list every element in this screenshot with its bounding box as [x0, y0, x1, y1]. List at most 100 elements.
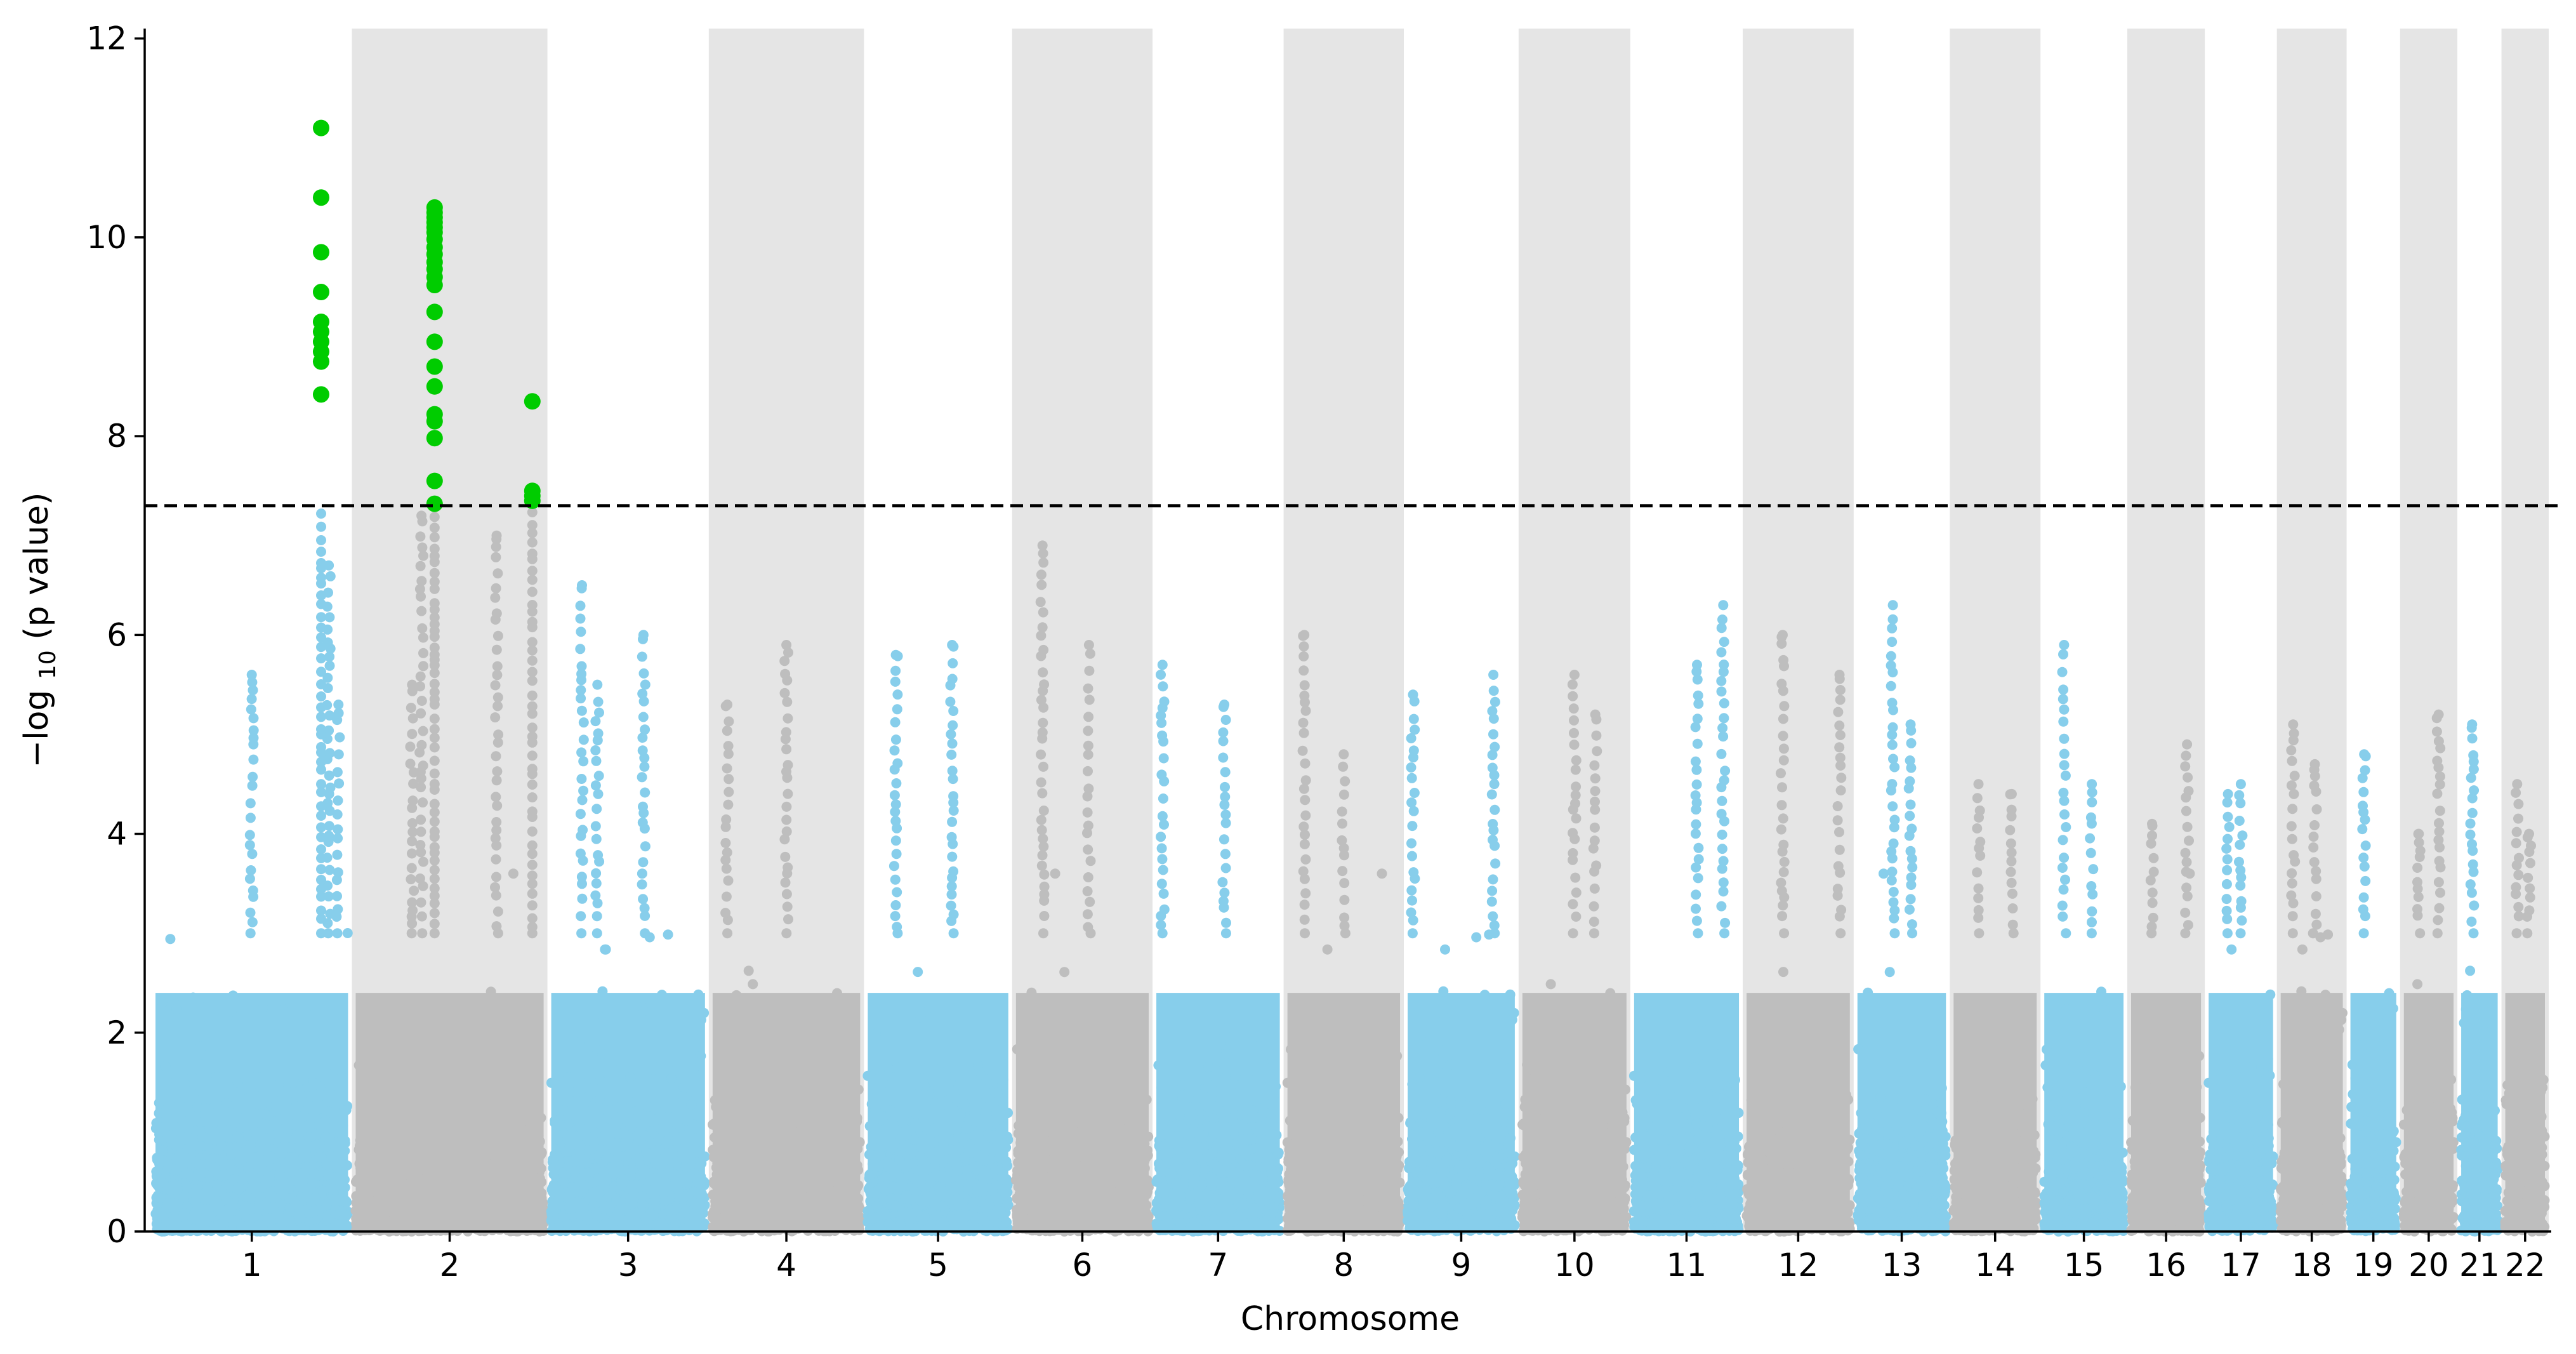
- x-tick-label-13: 13: [1882, 1247, 1922, 1284]
- x-axis-title: Chromosome: [1241, 1300, 1460, 1338]
- y-tick-label-12: 12: [86, 20, 127, 57]
- chromosome-points-21: [2456, 719, 2503, 1237]
- chromosome-points-20: [2398, 709, 2459, 1237]
- peak-3-1: [637, 630, 651, 939]
- significant-point-2-1-15: [426, 358, 443, 375]
- chromosome-points-2: [350, 510, 549, 1237]
- significant-point-2-1-13: [426, 303, 443, 321]
- x-tick-label-10: 10: [1554, 1247, 1595, 1284]
- peak-11-1: [1716, 600, 1731, 939]
- x-tick-label-5: 5: [928, 1247, 948, 1284]
- peak-8-0: [1297, 630, 1311, 939]
- chromosome-points-8: [1282, 630, 1405, 1237]
- peak-18-1: [2308, 759, 2322, 939]
- peak-20-1: [2412, 828, 2426, 939]
- peak-5-1: [945, 640, 959, 939]
- y-tick-label-8: 8: [107, 418, 127, 455]
- chromosome-points-5: [862, 640, 1014, 1237]
- chromosome-points-12: [1741, 630, 1855, 1237]
- chromosome-points-13: [1853, 600, 1952, 1237]
- peak-10-0: [1567, 670, 1582, 939]
- peak-2-0: [414, 510, 428, 939]
- peak-6-1: [1082, 640, 1096, 939]
- significant-point-2-1-16: [426, 378, 443, 395]
- peak-6-0: [1035, 540, 1050, 939]
- peak-2-2: [405, 679, 419, 939]
- x-tick-label-6: 6: [1073, 1247, 1093, 1284]
- x-tick-label-2: 2: [440, 1247, 460, 1284]
- x-tick-label-9: 9: [1451, 1247, 1472, 1284]
- peak-22-0: [2511, 779, 2524, 939]
- y-axis-title-subscript: 10: [35, 650, 61, 679]
- significant-point-1-0-0: [312, 119, 329, 136]
- peak-22-1: [2522, 828, 2536, 939]
- snp-points: [150, 510, 2550, 1237]
- x-tick-label-17: 17: [2221, 1247, 2261, 1284]
- peak-7-1: [1156, 660, 1170, 939]
- x-tick-label-3: 3: [618, 1247, 638, 1284]
- y-tick-label-0: 0: [107, 1213, 127, 1250]
- x-tick-label-19: 19: [2353, 1247, 2394, 1284]
- peak-4-0: [779, 640, 793, 939]
- peak-11-0: [1690, 660, 1704, 939]
- peak-12-0: [1776, 630, 1790, 939]
- y-axis-title: −log 10 (p value): [18, 493, 63, 768]
- peak-5-0: [888, 649, 903, 939]
- x-tick-label-22: 22: [2505, 1247, 2546, 1284]
- peak-21-0: [2465, 719, 2480, 939]
- peak-3-2: [575, 580, 589, 939]
- peak-14-1: [2005, 788, 2019, 939]
- significant-point-1-0-3: [312, 284, 329, 301]
- significant-point-1-0-9: [312, 386, 329, 403]
- significant-point-1-0-8: [312, 353, 329, 370]
- chromosome-points-17: [2203, 779, 2278, 1237]
- y-tick-label-4: 4: [107, 816, 127, 853]
- significant-point-1-0-2: [312, 244, 329, 261]
- x-tick-label-1: 1: [242, 1247, 262, 1284]
- peak-16-0: [2180, 739, 2194, 939]
- peak-9-0: [1406, 689, 1420, 939]
- chromosome-points-16: [2126, 739, 2206, 1237]
- x-tick-label-20: 20: [2408, 1247, 2449, 1284]
- peak-16-1: [2145, 818, 2159, 939]
- chromosome-points-19: [2345, 749, 2401, 1237]
- peak-14-0: [1972, 779, 1986, 939]
- x-tick-label-18: 18: [2292, 1247, 2332, 1284]
- x-tick-label-4: 4: [776, 1247, 796, 1284]
- x-tick-label-11: 11: [1667, 1247, 1707, 1284]
- y-axis-title-prefix: −log: [18, 690, 56, 768]
- significant-point-2-1-19: [426, 430, 443, 447]
- peak-19-0: [2357, 749, 2371, 939]
- peak-13-1: [1903, 719, 1918, 939]
- peak-8-1: [1337, 749, 1351, 939]
- x-tick-label-7: 7: [1208, 1247, 1228, 1284]
- peak-1-2: [331, 700, 345, 939]
- chromosome-points-18: [2275, 719, 2348, 1237]
- peak-7-0: [1217, 700, 1231, 939]
- peak-12-1: [1832, 670, 1847, 939]
- y-tick-label-2: 2: [107, 1014, 127, 1051]
- significant-point-2-2-0: [524, 393, 541, 410]
- chromosome-points-9: [1403, 670, 1520, 1237]
- x-tick-label-14: 14: [1975, 1247, 2016, 1284]
- x-tick-label-21: 21: [2459, 1247, 2500, 1284]
- y-tick-label-10: 10: [86, 219, 127, 256]
- x-axis-ticks: 1 2 3 4 5 6 7 8 9 10 11 12 13 14 15 16 17 18 19 20 21 22: [242, 1231, 2546, 1284]
- chromosome-points-1: [150, 560, 353, 1237]
- x-tick-label-8: 8: [1333, 1247, 1354, 1284]
- chromosome-points-15: [2039, 640, 2129, 1237]
- x-tick-label-16: 16: [2146, 1247, 2186, 1284]
- peak-15-0: [2057, 640, 2071, 939]
- y-axis-ticks: 0 2 4 6 8 10 12: [86, 20, 145, 1250]
- peak-4-1: [720, 700, 734, 939]
- chromosome-points-7: [1151, 660, 1285, 1237]
- significant-point-2-1-14: [426, 333, 443, 350]
- peak-2-1: [490, 530, 504, 939]
- chromosome-points-11: [1628, 600, 1744, 1237]
- peak-13-0: [1886, 600, 1900, 939]
- x-tick-label-15: 15: [2064, 1247, 2104, 1284]
- axes: [143, 29, 2551, 1233]
- y-tick-label-6: 6: [107, 616, 127, 653]
- peak-15-1: [2085, 779, 2099, 939]
